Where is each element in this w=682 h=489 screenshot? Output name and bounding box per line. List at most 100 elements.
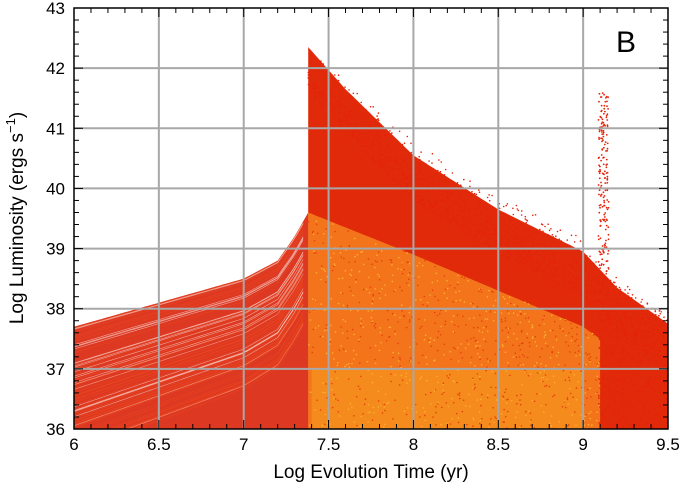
scatter-point [568, 379, 571, 382]
scatter-point [638, 326, 641, 328]
scatter-point [598, 100, 600, 103]
scatter-point [599, 204, 602, 206]
scatter-point [638, 362, 641, 364]
early-track-line [73, 238, 304, 348]
scatter-point [605, 239, 607, 242]
scatter-point [359, 335, 362, 338]
scatter-point [444, 209, 447, 212]
scatter-point [604, 216, 606, 218]
scatter-point [569, 387, 571, 390]
scatter-point [614, 318, 616, 320]
scatter-point [309, 69, 312, 72]
scatter-point [603, 373, 606, 376]
scatter-point [630, 370, 632, 372]
scatter-point [371, 263, 374, 266]
y-tick-label: 36 [46, 420, 65, 439]
scatter-point [330, 236, 333, 238]
scatter-point [594, 292, 597, 295]
scatter-point [622, 383, 624, 385]
scatter-point [604, 319, 606, 321]
scatter-point [632, 357, 634, 360]
scatter-point [612, 410, 614, 413]
scatter-point [309, 391, 312, 394]
scatter-point [600, 397, 602, 399]
scatter-point [470, 195, 472, 197]
scatter-point [573, 268, 576, 270]
scatter-point [441, 213, 443, 216]
scatter-point [536, 251, 539, 253]
scatter-point [451, 218, 453, 221]
scatter-point [578, 252, 581, 254]
scatter-point [542, 376, 545, 379]
scatter-point [371, 320, 374, 323]
scatter-point [501, 235, 503, 238]
scatter-point [469, 185, 471, 188]
scatter-point [627, 312, 630, 315]
scatter-point [350, 116, 352, 119]
scatter-point [438, 159, 440, 161]
scatter-point [483, 231, 486, 233]
scatter-point [320, 61, 322, 64]
scatter-point [624, 335, 627, 337]
scatter-point [517, 252, 520, 254]
scatter-point [615, 379, 618, 382]
scatter-point [483, 205, 485, 208]
scatter-point [338, 415, 341, 417]
scatter-point [472, 377, 474, 380]
scatter-point [512, 344, 514, 347]
scatter-point [466, 339, 468, 342]
scatter-point [394, 314, 396, 316]
scatter-point [534, 341, 537, 343]
scatter-point [478, 230, 481, 232]
scatter-point [658, 349, 660, 352]
scatter-point [430, 175, 432, 178]
scatter-point [330, 108, 332, 110]
scatter-point [641, 417, 643, 420]
scatter-point [379, 162, 382, 164]
scatter-point [488, 199, 491, 202]
scatter-point [401, 379, 404, 382]
scatter-point [390, 165, 393, 167]
scatter-point [605, 246, 608, 249]
scatter-point [514, 352, 517, 355]
scatter-point [601, 334, 604, 337]
scatter-point [648, 426, 651, 429]
scatter-point [456, 215, 459, 217]
scatter-point [598, 311, 601, 313]
scatter-point [635, 375, 637, 377]
scatter-point [309, 424, 311, 427]
scatter-point [424, 163, 427, 165]
scatter-point [337, 399, 340, 402]
scatter-point [610, 334, 613, 337]
scatter-point [633, 341, 635, 343]
scatter-point [531, 265, 534, 268]
scatter-point [486, 239, 489, 242]
scatter-point [649, 411, 651, 414]
scatter-point [394, 146, 396, 148]
scatter-point [386, 309, 389, 312]
scatter-point [440, 200, 443, 202]
scatter-point [601, 258, 604, 261]
scatter-point [419, 178, 422, 181]
scatter-point [533, 242, 535, 244]
scatter-point [356, 92, 359, 95]
scatter-point [360, 251, 362, 253]
scatter-point [620, 379, 622, 382]
scatter-point [623, 414, 625, 416]
scatter-point [337, 302, 340, 305]
scatter-point [456, 195, 459, 198]
scatter-point [584, 266, 587, 269]
scatter-point [635, 319, 638, 322]
scatter-point [380, 404, 382, 406]
scatter-point [606, 286, 608, 288]
scatter-point [622, 325, 624, 327]
scatter-point [619, 288, 622, 291]
scatter-point [452, 380, 455, 382]
scatter-point [553, 394, 556, 396]
scatter-point [649, 378, 651, 381]
scatter-point [526, 254, 529, 256]
scatter-point [511, 223, 514, 226]
scatter-point [571, 265, 574, 268]
scatter-point [546, 274, 549, 276]
scatter-point [604, 170, 606, 173]
